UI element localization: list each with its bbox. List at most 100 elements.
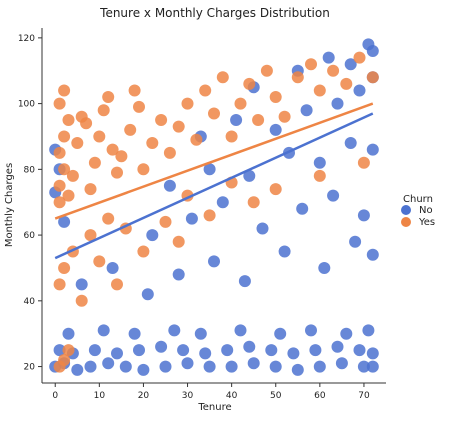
point-no-36: [128, 327, 141, 340]
point-yes-62: [172, 235, 185, 248]
point-yes-45: [340, 77, 353, 90]
x-tick-label-0: 0: [52, 391, 58, 401]
point-no-27: [243, 340, 256, 353]
point-yes-51: [53, 278, 66, 291]
point-no-17: [366, 360, 379, 373]
point-no-59: [327, 189, 340, 202]
point-no-65: [313, 156, 326, 169]
point-no-38: [194, 327, 207, 340]
x-ticks: 0 10 20 30 40 50 60 70: [52, 383, 370, 401]
point-no-49: [238, 275, 251, 288]
x-tick-label-30: 30: [182, 391, 194, 401]
y-tick-label-20: 20: [24, 363, 36, 373]
point-yes-49: [58, 354, 71, 366]
point-yes-16: [102, 91, 115, 103]
x-tick-label-20: 20: [138, 391, 150, 401]
legend: Churn No Yes: [401, 194, 435, 228]
point-no-61: [163, 179, 176, 192]
point-no-73: [353, 84, 366, 97]
point-no-3: [84, 360, 97, 373]
point-no-42: [340, 327, 353, 340]
regression-line-yes: [54, 102, 374, 220]
point-yes-2: [58, 163, 71, 176]
x-axis-label: Tenure: [197, 402, 231, 413]
point-yes-21: [124, 123, 137, 136]
legend-marker-no: [401, 205, 411, 215]
point-no-46: [141, 288, 154, 301]
point-yes-40: [278, 110, 291, 123]
point-no-56: [216, 196, 229, 209]
point-no-18: [53, 344, 66, 357]
point-no-58: [296, 202, 309, 215]
legend-label-no: No: [419, 205, 433, 216]
x-tick-label-50: 50: [270, 391, 282, 401]
point-no-23: [155, 340, 168, 353]
regression-line-no: [54, 112, 374, 260]
point-yes-33: [216, 71, 229, 84]
y-tick-label-80: 80: [24, 165, 36, 175]
point-no-28: [265, 344, 278, 357]
point-no-63: [243, 169, 256, 182]
point-no-54: [146, 229, 159, 242]
point-no-20: [88, 344, 101, 357]
point-no-41: [305, 324, 317, 337]
point-yes-31: [199, 84, 212, 97]
point-yes-6: [53, 97, 66, 110]
point-yes-69: [357, 156, 370, 169]
point-yes-57: [102, 212, 115, 225]
point-yes-5: [62, 114, 75, 126]
y-tick-label-60: 60: [24, 231, 36, 241]
regression-layer: [54, 102, 374, 260]
point-yes-67: [269, 183, 282, 196]
point-yes-25: [155, 114, 168, 126]
point-yes-0: [53, 196, 66, 209]
point-yes-60: [137, 245, 150, 258]
point-yes-30: [190, 133, 203, 146]
points-layer: [49, 38, 379, 376]
point-yes-46: [353, 51, 366, 64]
point-no-11: [247, 357, 260, 370]
point-no-53: [366, 248, 379, 261]
point-yes-61: [159, 215, 172, 228]
point-no-10: [225, 360, 238, 373]
point-no-62: [203, 163, 216, 176]
point-yes-38: [260, 64, 273, 77]
point-yes-52: [58, 262, 71, 274]
x-tick-label-60: 60: [314, 391, 326, 401]
point-no-5: [119, 360, 132, 373]
point-yes-8: [66, 169, 79, 182]
point-yes-26: [128, 84, 141, 97]
point-no-44: [75, 278, 88, 291]
point-no-13: [291, 363, 304, 376]
point-yes-50: [62, 344, 75, 357]
point-yes-34: [225, 130, 238, 143]
point-no-77: [322, 51, 335, 64]
y-axis-label: Monthly Charges: [4, 163, 15, 247]
x-tick-label-40: 40: [226, 391, 238, 401]
point-yes-54: [75, 294, 88, 307]
point-yes-13: [88, 156, 101, 169]
point-no-24: [177, 344, 190, 357]
point-no-12: [269, 360, 282, 373]
point-no-45: [106, 262, 119, 274]
point-yes-28: [172, 120, 185, 133]
point-yes-43: [313, 84, 326, 97]
point-no-34: [62, 327, 75, 340]
point-no-35: [97, 324, 110, 337]
point-yes-4: [58, 130, 71, 143]
point-no-31: [331, 340, 344, 353]
point-no-50: [278, 245, 291, 258]
point-no-30: [309, 344, 322, 357]
point-yes-66: [247, 196, 260, 209]
point-no-57: [256, 222, 269, 235]
point-no-7: [159, 360, 172, 373]
point-no-60: [357, 209, 370, 222]
point-yes-68: [313, 169, 326, 182]
point-no-67: [366, 143, 379, 156]
point-yes-23: [137, 163, 150, 176]
x-tick-label-10: 10: [94, 391, 106, 401]
point-yes-1: [53, 179, 66, 192]
point-yes-18: [80, 117, 93, 130]
x-tick-label-70: 70: [358, 391, 370, 401]
